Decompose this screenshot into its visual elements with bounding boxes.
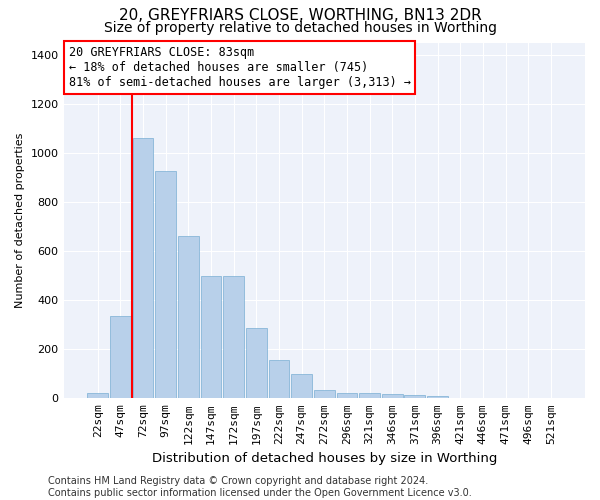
Bar bbox=[246, 328, 267, 398]
Text: Size of property relative to detached houses in Worthing: Size of property relative to detached ho… bbox=[104, 21, 497, 35]
X-axis label: Distribution of detached houses by size in Worthing: Distribution of detached houses by size … bbox=[152, 452, 497, 465]
Bar bbox=[291, 374, 312, 398]
Bar bbox=[314, 390, 335, 398]
Bar bbox=[404, 394, 425, 398]
Bar bbox=[427, 396, 448, 398]
Bar bbox=[87, 394, 108, 398]
Bar bbox=[133, 138, 154, 398]
Bar bbox=[382, 394, 403, 398]
Bar bbox=[269, 360, 289, 399]
Text: 20 GREYFRIARS CLOSE: 83sqm
← 18% of detached houses are smaller (745)
81% of sem: 20 GREYFRIARS CLOSE: 83sqm ← 18% of deta… bbox=[69, 46, 411, 89]
Bar bbox=[110, 316, 131, 398]
Bar bbox=[337, 394, 358, 398]
Bar bbox=[359, 394, 380, 398]
Bar bbox=[155, 172, 176, 398]
Bar bbox=[200, 276, 221, 398]
Bar bbox=[223, 276, 244, 398]
Bar bbox=[178, 236, 199, 398]
Text: 20, GREYFRIARS CLOSE, WORTHING, BN13 2DR: 20, GREYFRIARS CLOSE, WORTHING, BN13 2DR bbox=[119, 8, 481, 22]
Y-axis label: Number of detached properties: Number of detached properties bbox=[15, 132, 25, 308]
Text: Contains HM Land Registry data © Crown copyright and database right 2024.
Contai: Contains HM Land Registry data © Crown c… bbox=[48, 476, 472, 498]
